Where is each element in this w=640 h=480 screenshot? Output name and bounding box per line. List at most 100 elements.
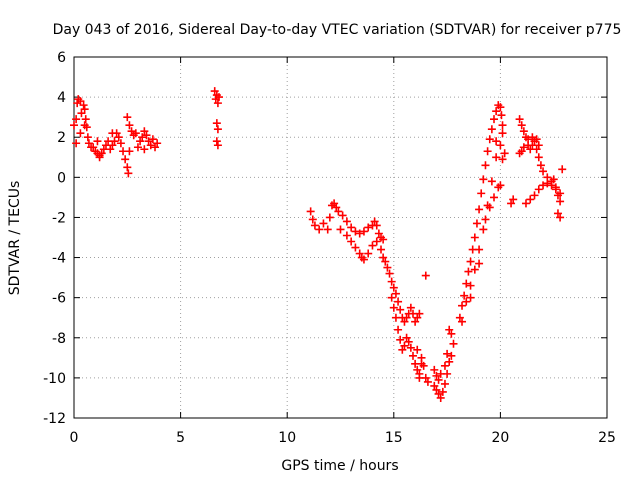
data-point [496, 103, 505, 112]
data-point [556, 213, 565, 222]
data-point [213, 125, 222, 134]
data-point [347, 237, 356, 246]
y-tick-label: -4 [52, 251, 66, 267]
data-point [213, 99, 222, 108]
data-point [436, 369, 445, 378]
x-tick-label: 10 [278, 430, 296, 446]
data-point [417, 353, 426, 362]
data-point [472, 219, 481, 228]
x-tick-label: 25 [598, 430, 616, 446]
data-point [481, 161, 490, 170]
data-point [498, 129, 507, 138]
data-point [123, 113, 132, 122]
data-point [148, 135, 157, 144]
data-point [342, 217, 351, 226]
data-point [351, 243, 360, 252]
data-point [475, 205, 484, 214]
data-point [534, 141, 543, 150]
data-point [108, 129, 117, 138]
data-point [79, 101, 88, 110]
data-point [551, 185, 560, 194]
data-point [432, 385, 441, 394]
data-point [387, 293, 396, 302]
data-point [398, 345, 407, 354]
data-point [479, 175, 488, 184]
data-points [70, 87, 567, 402]
data-point [423, 377, 432, 386]
data-point [325, 213, 334, 222]
data-point [449, 339, 458, 348]
data-point [372, 237, 381, 246]
data-point [485, 135, 494, 144]
data-point [443, 349, 452, 358]
x-tick-label: 5 [176, 430, 185, 446]
data-point [432, 371, 441, 380]
data-point [458, 317, 467, 326]
data-point [136, 137, 145, 146]
data-point [347, 223, 356, 232]
data-point [447, 329, 456, 338]
data-point [334, 207, 343, 216]
data-point [72, 139, 81, 148]
data-point [383, 263, 392, 272]
data-point [415, 309, 424, 318]
data-point [438, 387, 447, 396]
axis-ticks: 0 5 10 15 20 25 -12 -10 -8 -6 -4 -2 0 2 4 6 [43, 50, 616, 446]
data-point [526, 195, 535, 204]
y-tick-label: 4 [57, 90, 66, 106]
data-point [507, 199, 516, 208]
data-point [521, 199, 530, 208]
data-point [532, 145, 541, 154]
y-tick-label: -8 [52, 331, 66, 347]
data-point [402, 333, 411, 342]
data-point [462, 279, 471, 288]
data-point [460, 291, 469, 300]
data-point [492, 153, 501, 162]
data-point [396, 335, 405, 344]
data-point [487, 177, 496, 186]
data-point [496, 141, 505, 150]
data-point [310, 221, 319, 230]
data-point [151, 143, 160, 152]
y-tick-label: -2 [52, 210, 66, 226]
data-point [411, 317, 420, 326]
x-axis-label: GPS time / hours [281, 458, 398, 474]
data-point [490, 115, 499, 124]
x-tick-label: 20 [491, 430, 509, 446]
data-point [400, 317, 409, 326]
chart-title: Day 043 of 2016, Sidereal Day-to-day VTE… [53, 22, 622, 38]
data-point [483, 147, 492, 156]
data-point [547, 181, 556, 190]
data-point [413, 365, 422, 374]
data-point [500, 149, 509, 158]
data-point [413, 313, 422, 322]
data-point [404, 337, 413, 346]
data-point [436, 393, 445, 402]
data-point [368, 241, 377, 250]
data-point [534, 153, 543, 162]
data-point [70, 121, 78, 130]
data-point [108, 141, 117, 150]
data-point [466, 281, 475, 290]
data-point [306, 207, 315, 216]
data-point [556, 197, 565, 206]
data-point [445, 325, 454, 334]
data-point [391, 313, 400, 322]
data-point [481, 215, 490, 224]
data-point [496, 181, 505, 190]
data-point [84, 139, 93, 148]
data-point [479, 225, 488, 234]
data-point [558, 165, 567, 174]
data-point [447, 351, 456, 360]
data-point [524, 135, 533, 144]
data-point [487, 125, 496, 134]
data-point [543, 179, 552, 188]
data-point [498, 155, 507, 164]
data-point [131, 129, 140, 138]
plot-frame [73, 56, 608, 419]
data-point [127, 127, 136, 136]
data-point [77, 109, 86, 118]
x-tick-label: 15 [385, 430, 403, 446]
data-point [315, 225, 324, 234]
